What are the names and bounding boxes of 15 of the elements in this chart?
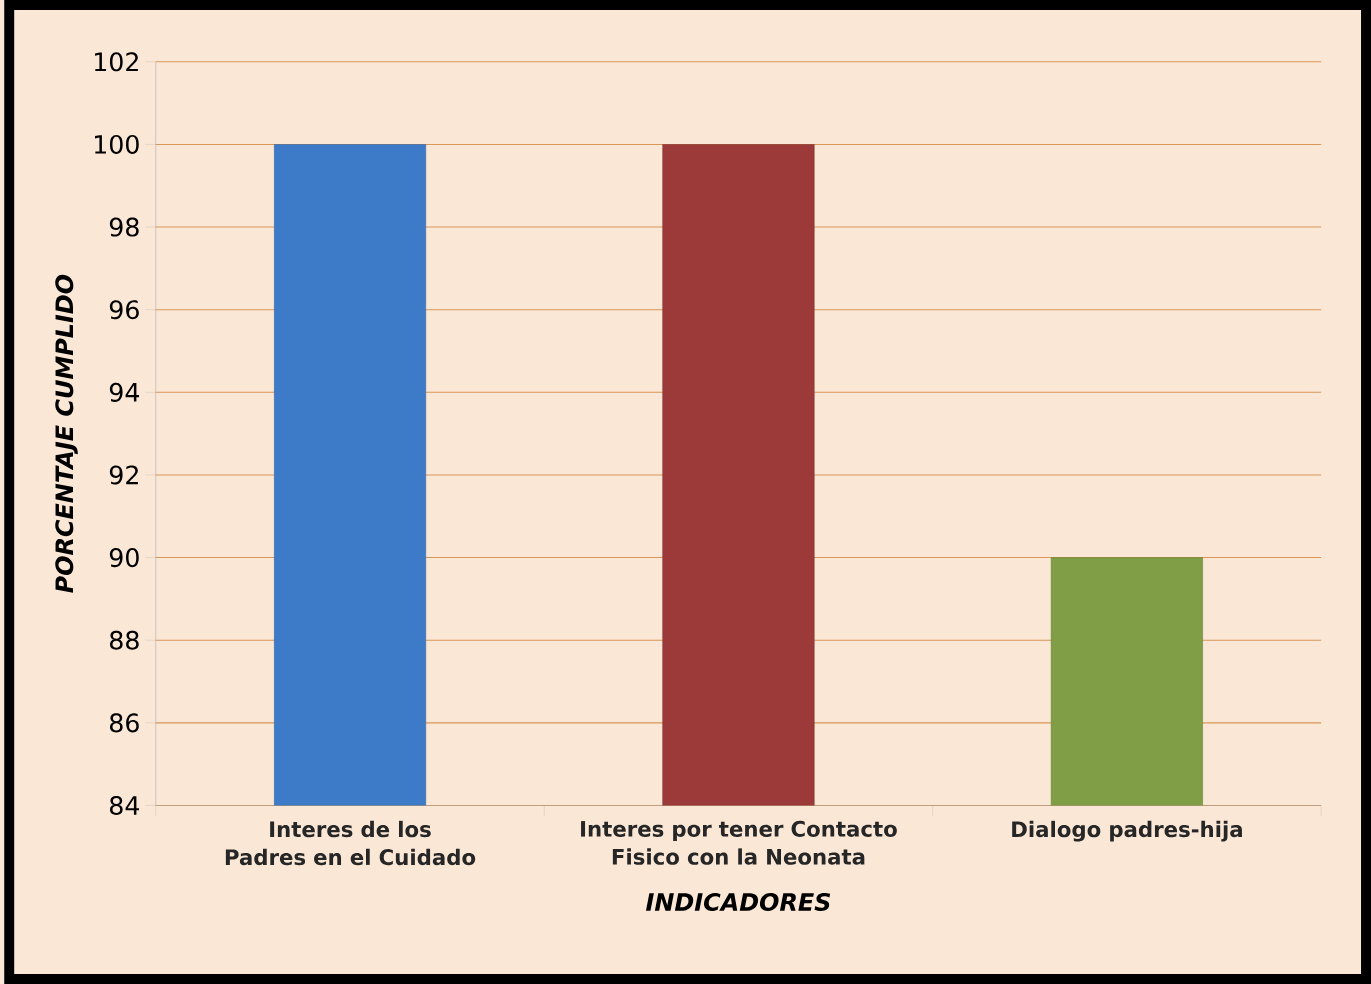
y-tick-label: 96 <box>109 300 139 320</box>
y-tick-label: 100 <box>95 134 139 155</box>
y-tick-label: 90 <box>109 548 139 568</box>
y-axis-title: PORCENTAJE CUMPLIDO <box>55 274 78 593</box>
y-tick-label: 94 <box>109 382 139 402</box>
x-tick-label: Dialogo padres-hija <box>1012 820 1242 842</box>
y-tick-label: 102 <box>95 52 138 72</box>
x-tick-label: Interes por tener Contacto Fisico con la Neonata <box>581 820 897 865</box>
y-tick-label: 88 <box>110 630 139 650</box>
y-tick-label: 84 <box>110 795 139 816</box>
y-tick-label: 98 <box>109 217 139 237</box>
y-tick-label: 86 <box>110 713 139 733</box>
x-axis-title: INDICADORES <box>645 892 831 912</box>
x-tick-label: Interes de los Padres en el Cuidado <box>225 820 476 866</box>
y-tick-label: 92 <box>109 465 138 485</box>
